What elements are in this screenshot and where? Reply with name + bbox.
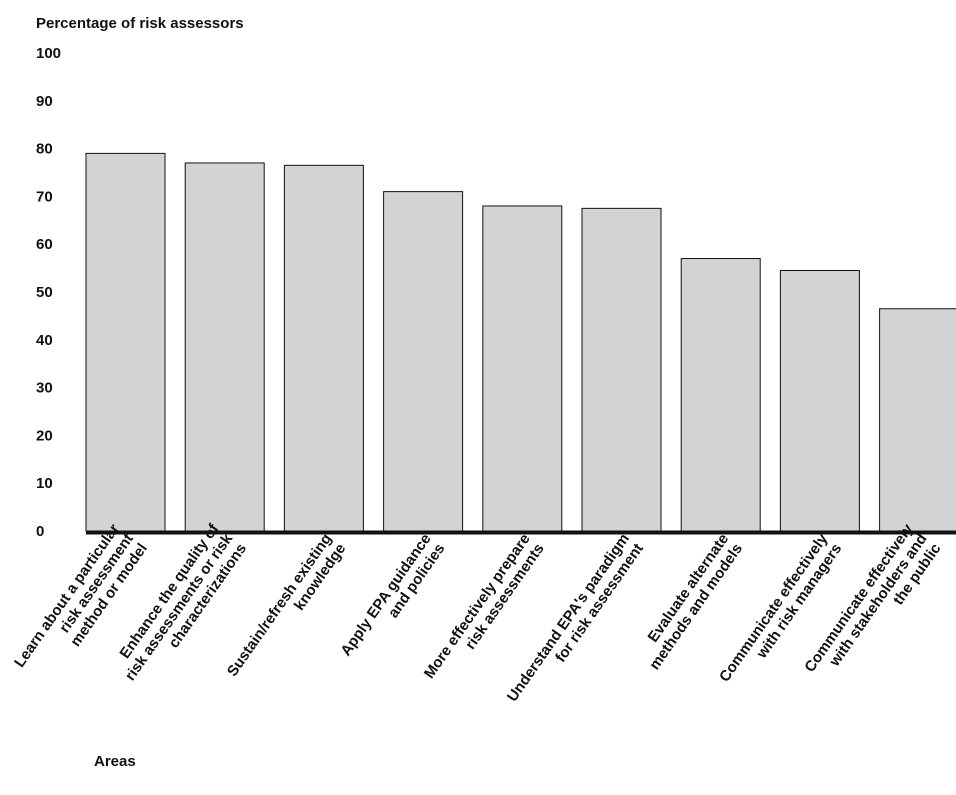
bar [680,258,761,532]
bar [581,207,662,532]
y-tick-label: 30 [36,380,53,397]
y-tick-label: 100 [36,45,61,62]
y-tick-label: 50 [36,284,53,301]
bar [85,152,166,532]
y-tick-label: 40 [36,332,53,349]
y-tick-label: 70 [36,188,53,205]
y-axis-ticks: 0 10 20 30 40 50 60 70 80 90 100 [36,45,61,540]
bar [482,205,563,532]
y-tick-label: 60 [36,236,53,253]
x-category-label-line: Apply EPA guidance [337,531,434,660]
y-tick-label: 20 [36,427,53,444]
x-axis-title: Areas [94,753,136,770]
y-axis-title: Percentage of risk assessors [36,15,244,32]
bars [85,152,956,532]
bar [184,162,265,532]
bar [879,308,956,532]
bar [779,269,860,532]
bar [383,191,464,532]
bar [283,164,364,532]
y-tick-label: 80 [36,141,53,158]
y-tick-label: 10 [36,475,53,492]
y-tick-label: 90 [36,93,53,110]
y-tick-label: 0 [36,523,44,540]
